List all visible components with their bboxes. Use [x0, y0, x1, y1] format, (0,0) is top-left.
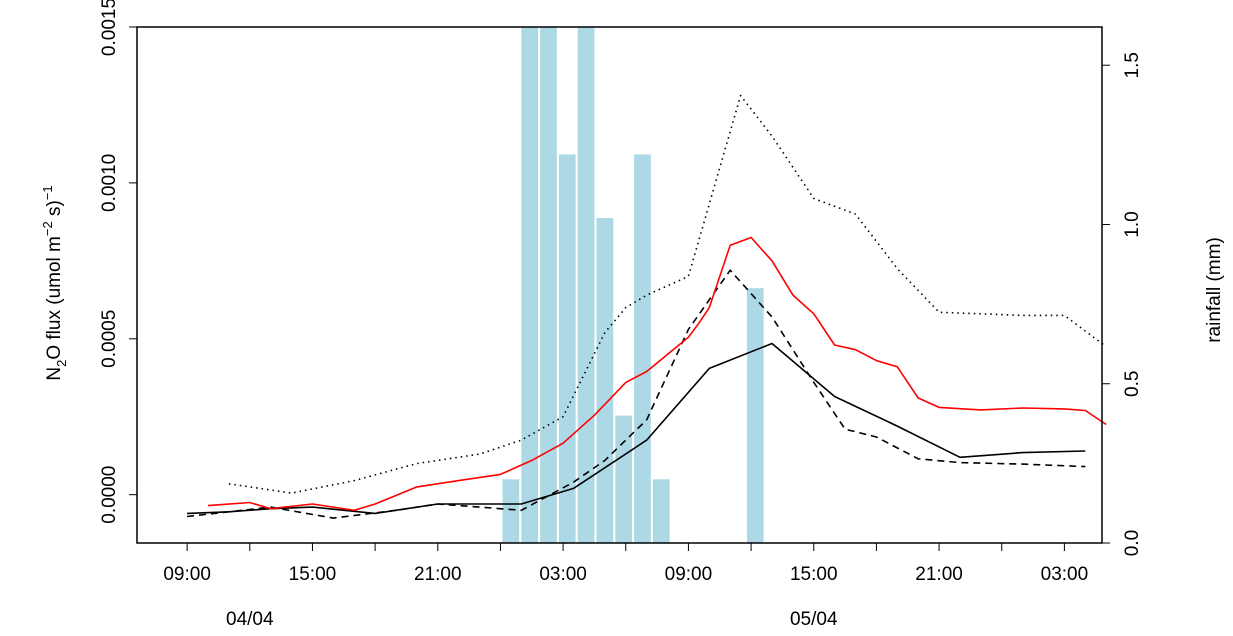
rainfall-bar [652, 479, 670, 543]
date-label: 05/04 [790, 609, 838, 630]
y-right-tick-label: 1.0 [1122, 211, 1143, 237]
x-tick-label: 09:00 [665, 564, 713, 585]
x-tick-label: 21:00 [915, 564, 963, 585]
y-right-tick-label: 0.5 [1122, 371, 1143, 397]
rainfall-bar [540, 27, 557, 543]
y-left-tick-label: 0.0010 [99, 154, 120, 212]
flux-series [187, 94, 1107, 519]
x-tick-label: 03:00 [539, 564, 587, 585]
y-axis-left-title: N2O flux (umol m−2 s)−1 [40, 185, 69, 380]
x-tick-label: 21:00 [414, 564, 462, 585]
rainfall-bar [596, 218, 614, 543]
rainfall-bar [634, 154, 651, 543]
flux-line-2 [187, 269, 1086, 519]
axes: 09:00 15:00 21:00 03:00 09:00 15:00 21:00 03:00… [99, 0, 1143, 630]
x-tick-label: 09:00 [163, 564, 211, 585]
rainfall-bar [558, 154, 576, 543]
y-left-tick-label: 0.0015 [99, 0, 120, 56]
x-tick-label: 15:00 [289, 564, 337, 585]
x-tick-label: 03:00 [1041, 564, 1089, 585]
rainfall-bar [746, 288, 764, 543]
flux-line-1 [187, 342, 1086, 515]
y-left-tick-label: 0.0005 [99, 310, 120, 368]
date-label: 04/04 [226, 609, 274, 630]
rainfall-bar [615, 415, 633, 543]
x-tick-label: 15:00 [790, 564, 838, 585]
rainfall-bar [577, 27, 595, 543]
rainfall-bar [521, 27, 539, 543]
y-right-tick-label: 1.5 [1122, 52, 1143, 78]
y-left-tick-label: 0.0000 [99, 466, 120, 524]
y-axis-right-title: rainfall (mm) [1204, 237, 1225, 343]
rainfall-bars [502, 27, 764, 543]
flux-line-3 [228, 94, 1107, 494]
rainfall-bar [502, 479, 520, 543]
flux-line-4 [207, 236, 1107, 512]
y-right-tick-label: 0.0 [1122, 530, 1143, 556]
